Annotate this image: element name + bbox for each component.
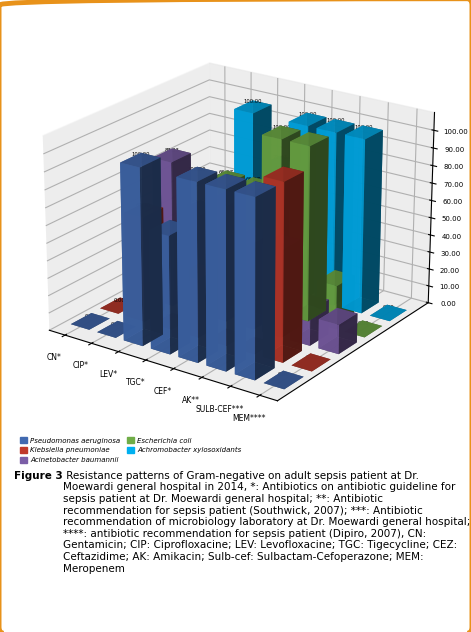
Text: Figure 3: Figure 3 <box>14 471 63 481</box>
Legend: Pseudomonas aeruginosa, Klebsiella pneumoniae, Acinetobacter baumannii, Escheric: Pseudomonas aeruginosa, Klebsiella pneum… <box>17 435 244 466</box>
Text: Resistance patterns of Gram-negative on adult sepsis patient at Dr. Moewardi gen: Resistance patterns of Gram-negative on … <box>63 471 470 574</box>
